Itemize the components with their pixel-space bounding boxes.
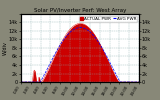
Legend: ACTUAL PWR, AVG PWR: ACTUAL PWR, AVG PWR [79,16,137,22]
Title: Solar PV/Inverter Perf: West Array: Solar PV/Inverter Perf: West Array [34,8,126,13]
Y-axis label: W/div: W/div [3,41,8,55]
